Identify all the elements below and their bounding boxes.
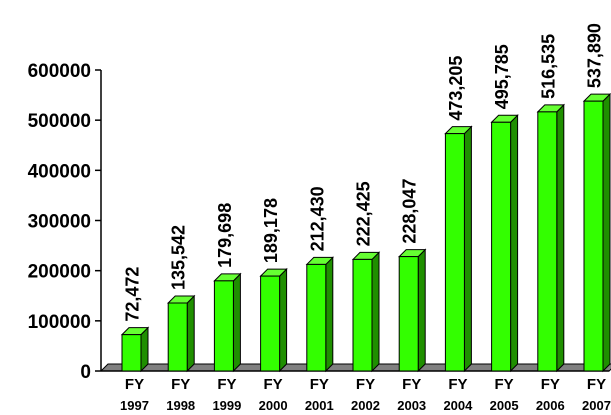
bar xyxy=(351,251,381,373)
bar-side-face xyxy=(325,256,334,373)
bar xyxy=(444,125,473,373)
bar-side-face xyxy=(556,103,565,373)
y-tick-label: 400000 xyxy=(28,161,91,182)
x-tick-label-year: 2007 xyxy=(582,398,611,413)
x-tick-label-year: 2004 xyxy=(443,398,473,413)
x-tick-label-year: 1997 xyxy=(120,398,149,413)
value-label: 537,890 xyxy=(585,23,605,88)
y-axis: 0 100000 200000 300000 400000 500000 600000 xyxy=(28,61,610,383)
y-tick-label: 100000 xyxy=(28,312,91,333)
x-tick-label-prefix: FY xyxy=(402,376,421,393)
x-tick-label-prefix: FY xyxy=(264,376,283,393)
x-tick-label-year: 2001 xyxy=(305,398,334,413)
bar-front-face xyxy=(121,334,142,372)
bar-front-face xyxy=(583,100,604,372)
bar-front-face xyxy=(444,133,465,372)
y-tick-label: 0 xyxy=(80,362,91,383)
x-axis-labels: FY 1997 FY 1998 FY 1999 FY 2000 FY 2001 FY 2002 FY 20… xyxy=(120,376,611,413)
value-label: 228,047 xyxy=(400,179,420,244)
bar-front-face xyxy=(398,256,419,372)
x-tick-label-prefix: FY xyxy=(448,376,467,393)
bar-front-face xyxy=(260,275,281,372)
value-label: 495,785 xyxy=(492,44,512,109)
bar xyxy=(259,267,288,373)
bar xyxy=(397,248,427,373)
bar-front-face xyxy=(213,280,234,372)
y-tick-label: 600000 xyxy=(28,61,91,82)
x-tick-label-prefix: FY xyxy=(217,376,236,393)
bar xyxy=(582,92,611,373)
value-label: 72,472 xyxy=(123,267,143,322)
x-tick-label-prefix: FY xyxy=(587,376,606,393)
bar-side-face xyxy=(602,92,611,373)
x-tick-label-prefix: FY xyxy=(310,376,329,393)
bars xyxy=(120,92,611,373)
bar-side-face xyxy=(186,294,195,373)
x-tick-label-year: 2005 xyxy=(490,398,519,413)
x-tick-label-year: 1999 xyxy=(212,398,241,413)
value-label: 212,430 xyxy=(307,186,327,251)
bar xyxy=(305,256,335,373)
bar-side-face xyxy=(510,114,519,373)
x-tick-label-prefix: FY xyxy=(125,376,144,393)
x-tick-label-year: 2003 xyxy=(397,398,426,413)
bar-side-face xyxy=(463,125,472,373)
y-tick-label: 200000 xyxy=(28,262,91,283)
bar-side-face xyxy=(232,272,241,373)
value-label: 189,178 xyxy=(261,198,281,263)
bar-front-face xyxy=(352,258,373,372)
value-labels: 72,472 135,542 179,698 189,178 212,430 222,42… xyxy=(123,23,605,322)
x-tick-label-year: 1998 xyxy=(166,398,195,413)
bar xyxy=(536,103,566,373)
value-label: 179,698 xyxy=(215,203,235,268)
x-tick-label-year: 2002 xyxy=(351,398,380,413)
bar-front-face xyxy=(537,111,558,372)
bar-side-face xyxy=(417,248,426,373)
value-label: 473,205 xyxy=(446,56,466,121)
bar-front-face xyxy=(491,121,512,372)
value-label: 135,542 xyxy=(169,225,189,290)
x-tick-label-prefix: FY xyxy=(171,376,190,393)
bar-front-face xyxy=(306,263,327,372)
bar xyxy=(490,114,519,373)
x-tick-label-prefix: FY xyxy=(541,376,560,393)
bar-side-face xyxy=(279,267,288,373)
y-tick-label: 500000 xyxy=(28,111,91,132)
bar-front-face xyxy=(167,302,188,372)
value-label: 516,535 xyxy=(538,34,558,99)
value-label: 222,425 xyxy=(354,181,374,246)
x-tick-label-year: 2006 xyxy=(536,398,565,413)
y-tick-label: 300000 xyxy=(28,212,91,233)
bar xyxy=(120,326,150,373)
bar-side-face xyxy=(371,251,380,373)
x-tick-label-prefix: FY xyxy=(495,376,514,393)
x-tick-label-prefix: FY xyxy=(356,376,375,393)
bar xyxy=(213,272,242,373)
x-tick-label-year: 2000 xyxy=(259,398,288,413)
bar xyxy=(166,294,196,373)
